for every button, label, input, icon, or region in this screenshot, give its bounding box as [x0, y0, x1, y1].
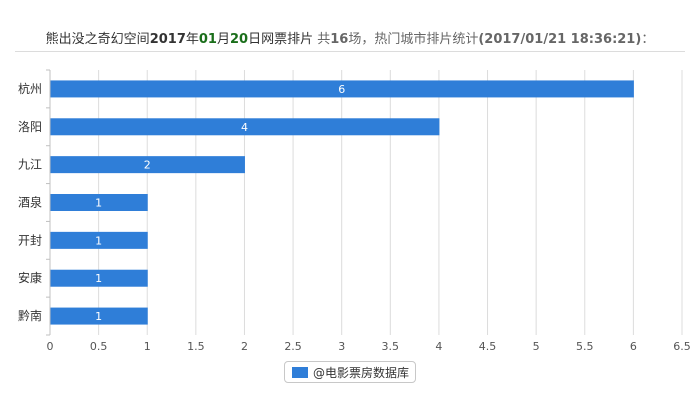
- x-tick-label: 1: [144, 340, 151, 353]
- x-tick-label: 0.5: [90, 340, 108, 353]
- data-label: 1: [95, 234, 102, 247]
- title-year: 2017: [149, 32, 186, 47]
- category-label: 黔南: [18, 308, 42, 323]
- chart-title: 熊出没之奇幻空间2017年01月20日网票排片 共16场，热门城市排片统计(20…: [0, 28, 700, 47]
- category-label: 安康: [18, 270, 42, 285]
- x-tick-label: 5.5: [576, 340, 594, 353]
- x-tick-label: 0: [47, 340, 54, 353]
- title-separator: [15, 51, 685, 52]
- category-label: 酒泉: [18, 196, 42, 210]
- x-tick-label: 4: [435, 340, 442, 353]
- legend[interactable]: @电影票房数据库: [284, 361, 416, 383]
- x-tick-label: 6: [630, 340, 637, 353]
- x-tick-label: 6.5: [673, 340, 691, 353]
- legend-swatch: [292, 366, 308, 378]
- bar: [50, 269, 148, 287]
- data-label: 1: [95, 310, 102, 323]
- data-label: 4: [241, 121, 248, 134]
- data-label: 1: [95, 272, 102, 285]
- title-total-prefix: 共: [313, 32, 331, 47]
- title-total: 16: [330, 32, 349, 47]
- title-day: 20: [230, 32, 249, 47]
- data-label: 2: [144, 159, 151, 172]
- x-tick-label: 3.5: [382, 340, 400, 353]
- title-total-suffix: 场，热门城市排片统计: [348, 32, 479, 47]
- bar: [50, 231, 148, 249]
- title-movie: 熊出没之奇幻空间: [45, 32, 150, 47]
- category-label: 洛阳: [18, 119, 42, 134]
- x-tick-label: 1.5: [187, 340, 205, 353]
- data-label: 1: [95, 197, 102, 210]
- title-timestamp: (2017/01/21 18:36:21): [478, 32, 642, 47]
- x-tick-label: 3: [338, 340, 345, 353]
- title-day-suffix: 日网票排片: [248, 32, 314, 47]
- title-month: 01: [198, 32, 217, 47]
- title-year-suffix: 年: [185, 32, 199, 47]
- title-month-suffix: 月: [216, 32, 230, 47]
- x-tick-label: 4.5: [479, 340, 497, 353]
- x-tick-label: 2: [241, 340, 248, 353]
- data-label: 6: [338, 83, 345, 96]
- legend-label: @电影票房数据库: [313, 365, 410, 380]
- title-colon: ：: [641, 32, 655, 47]
- x-tick-label: 2.5: [284, 340, 302, 353]
- bar: [50, 80, 634, 98]
- bar: [50, 194, 148, 211]
- category-label: 开封: [18, 233, 42, 247]
- bar: [50, 156, 245, 174]
- x-tick-label: 5: [533, 340, 540, 353]
- category-label: 杭州: [18, 81, 42, 96]
- category-label: 九江: [18, 158, 42, 172]
- bar: [50, 118, 440, 136]
- bar: [50, 307, 148, 325]
